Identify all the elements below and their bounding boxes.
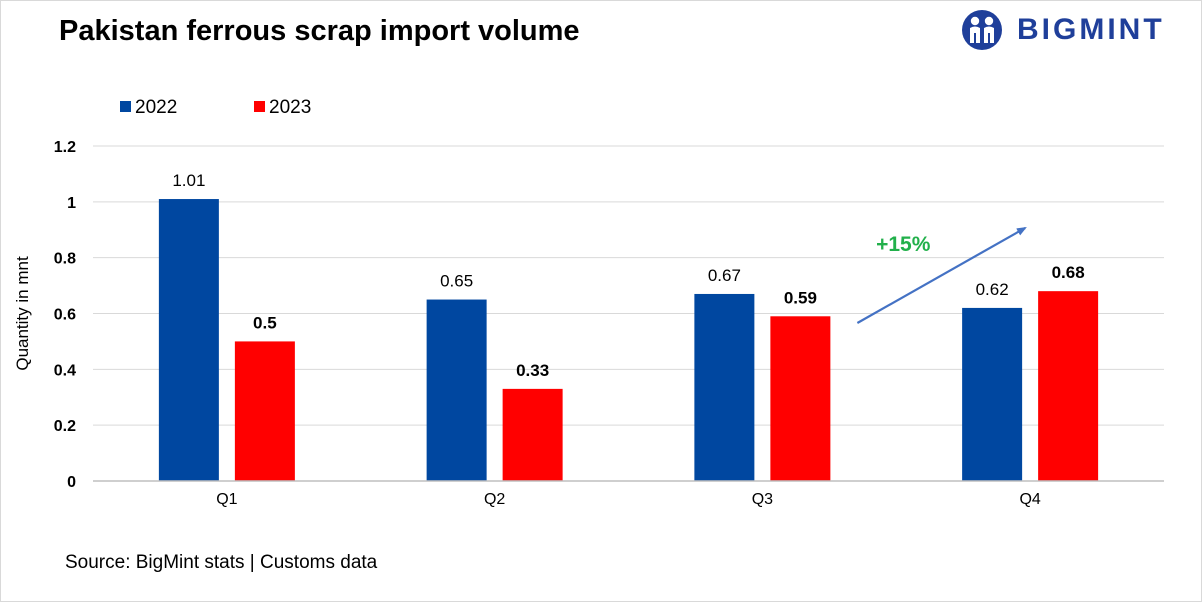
x-tick-label: Q3: [752, 491, 773, 508]
x-tick-label: Q4: [1019, 491, 1040, 508]
annotation: +15%: [856, 227, 1027, 324]
data-label: 0.59: [784, 288, 817, 307]
y-tick-label: 0: [67, 474, 76, 491]
bigmint-logo: BIGMINT: [961, 9, 1165, 51]
x-tick-label: Q1: [216, 491, 237, 508]
data-label: 0.65: [440, 272, 473, 291]
bar: [962, 307, 1023, 481]
data-label: 0.68: [1052, 263, 1085, 282]
y-tick-label: 1.2: [54, 139, 76, 156]
bar: [158, 199, 219, 481]
source-note: Source: BigMint stats | Customs data: [65, 552, 378, 573]
y-tick-label: 0.8: [54, 251, 76, 268]
bar: [694, 293, 755, 481]
y-axis-label: Quantity in mnt: [13, 256, 32, 371]
y-tick-label: 0.6: [54, 307, 76, 324]
data-labels: 1.01 0.5 0.65 0.33 0.67 0.59 0.62 0.68: [172, 171, 1084, 380]
y-tick-label: 1: [67, 195, 76, 212]
bars: [158, 199, 1099, 481]
axes: 0 0.2 0.4 0.6 0.8 1 1.2 Quantity in mnt Q1 Q2 Q3 Q4: [13, 139, 1164, 508]
data-label: 0.33: [516, 361, 549, 380]
legend-swatch: [254, 101, 265, 112]
legend: 2022 2023: [120, 97, 311, 118]
data-label: 0.5: [253, 313, 277, 332]
y-tick-label: 0.2: [54, 418, 76, 435]
logo-text: BIGMINT: [1017, 13, 1165, 46]
data-label: 0.67: [708, 266, 741, 285]
legend-label: 2022: [135, 97, 177, 118]
bigmint-logo-icon: [962, 10, 1002, 50]
data-label: 1.01: [172, 171, 205, 190]
bar: [770, 316, 831, 481]
growth-annotation: +15%: [876, 233, 931, 256]
legend-swatch: [120, 101, 131, 112]
growth-arrow: [856, 227, 1027, 324]
bar: [426, 299, 487, 481]
y-tick-label: 0.4: [54, 362, 76, 379]
legend-label: 2023: [269, 97, 311, 118]
bar: [502, 388, 563, 481]
x-tick-label: Q2: [484, 491, 505, 508]
data-label: 0.62: [976, 280, 1009, 299]
bar: [234, 341, 295, 481]
bar: [1038, 291, 1099, 481]
chart-title: Pakistan ferrous scrap import volume: [59, 15, 580, 47]
